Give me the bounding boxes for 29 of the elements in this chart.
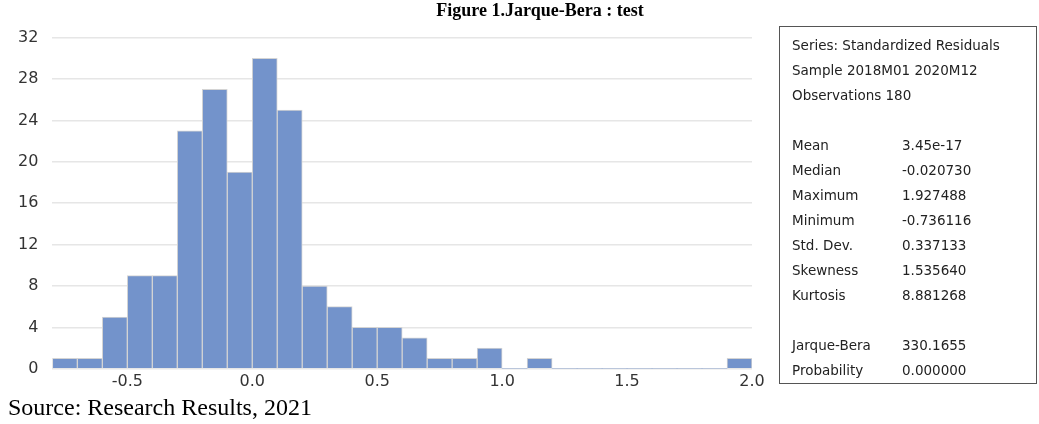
y-tick-label: 8 [28, 275, 39, 295]
x-tick-label: 0.0 [239, 370, 265, 390]
text: Mean 3.45e-17 [792, 137, 963, 153]
text: Maximum 1.927488 [792, 187, 967, 203]
y-tick-label: 0 [28, 357, 39, 377]
text: Jarque-Bera 330.1655 [792, 337, 967, 353]
x-tick-label: 2.0 [739, 370, 765, 390]
y-tick-label: 12 [18, 233, 39, 253]
y-tick-label: 32 [18, 26, 39, 46]
y-tick-label: 16 [18, 192, 39, 212]
y-tick-label: 24 [18, 109, 39, 129]
text: Observations 180 [792, 86, 913, 105]
y-tick-label: 20 [18, 150, 39, 170]
source-note: Source: Research Results, 2021 [8, 394, 312, 421]
text: Sample 2018M01 2020M12 [792, 61, 979, 80]
y-tick-label: 4 [28, 316, 39, 336]
y-tick-label: 28 [18, 68, 39, 88]
text: Std. Dev. 0.337133 [792, 237, 967, 253]
text: Median -0.020730 [792, 162, 972, 178]
text: Minimum -0.736116 [792, 212, 972, 228]
x-tick-label: 1.5 [614, 370, 640, 390]
text: Kurtosis 8.881268 [792, 287, 967, 303]
x-tick-label: 0.5 [364, 370, 390, 390]
x-tick-label: 1.0 [489, 370, 515, 390]
text: Series: Standardized Residuals [792, 36, 1001, 55]
chart-title: Figure 1.Jarque-Bera : test [435, 0, 645, 21]
text: Skewness 1.535640 [792, 262, 967, 278]
x-tick-label: -0.5 [111, 370, 143, 390]
text: Probability 0.000000 [792, 362, 967, 378]
